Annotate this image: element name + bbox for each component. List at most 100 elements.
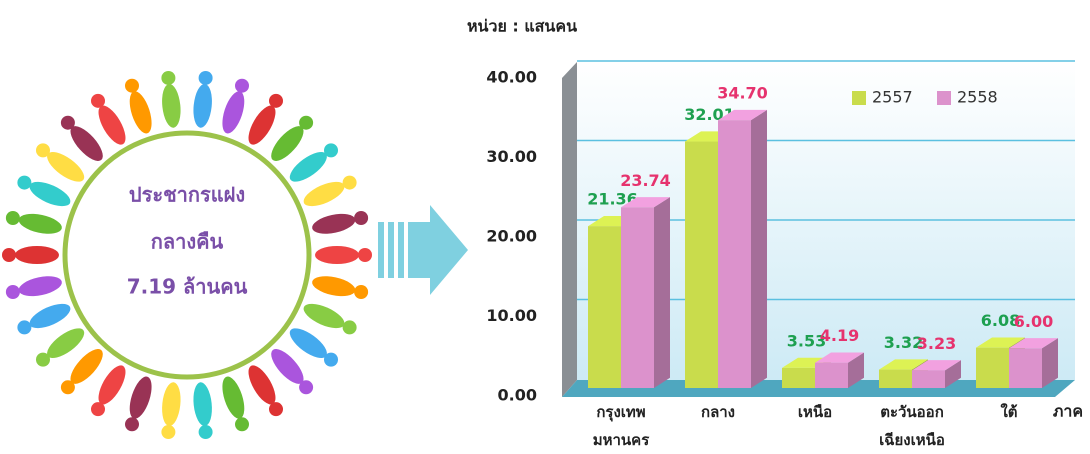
person-head bbox=[60, 380, 75, 395]
person-head bbox=[17, 175, 32, 190]
person bbox=[289, 328, 327, 359]
bar-top bbox=[815, 352, 864, 363]
person-head bbox=[299, 115, 314, 130]
people-ring bbox=[2, 70, 372, 440]
person-head bbox=[124, 78, 139, 93]
bar-top bbox=[1009, 338, 1058, 349]
bar bbox=[879, 369, 912, 388]
person bbox=[303, 303, 345, 329]
bar bbox=[588, 226, 621, 388]
bar-top bbox=[976, 337, 1025, 348]
person-head bbox=[324, 352, 339, 367]
person bbox=[222, 91, 245, 134]
person bbox=[70, 349, 103, 384]
x-tick-label: ตะวันออก เฉียงเหนือ bbox=[879, 403, 945, 449]
person bbox=[271, 349, 304, 384]
value-label: 4.19 bbox=[820, 326, 859, 345]
person bbox=[98, 105, 126, 145]
bar-side bbox=[751, 109, 767, 388]
person-head bbox=[161, 425, 176, 440]
x-tick-label: กลาง bbox=[700, 403, 736, 421]
value-label: 21.36 bbox=[587, 190, 638, 209]
value-label: 3.32 bbox=[884, 333, 923, 352]
value-label: 3.53 bbox=[787, 331, 826, 350]
legend-label: 2557 bbox=[872, 88, 913, 107]
ring-circle bbox=[62, 130, 312, 380]
value-label: 3.23 bbox=[917, 334, 956, 353]
person bbox=[29, 303, 71, 329]
summary-line: 7.19 ล้านคน bbox=[127, 275, 248, 299]
person-head bbox=[35, 143, 50, 158]
y-tick-label: 30.00 bbox=[486, 147, 537, 166]
y-tick-label: 20.00 bbox=[486, 227, 537, 246]
person bbox=[129, 91, 152, 134]
bar-side bbox=[1042, 338, 1058, 388]
value-label: 34.70 bbox=[717, 84, 768, 103]
person bbox=[248, 105, 276, 145]
person-head bbox=[161, 70, 176, 85]
bar bbox=[718, 120, 751, 388]
person bbox=[70, 126, 103, 161]
person bbox=[289, 151, 327, 182]
person-head bbox=[354, 210, 369, 225]
person bbox=[162, 382, 181, 427]
person bbox=[248, 365, 276, 405]
value-label: 23.74 bbox=[620, 171, 671, 190]
person bbox=[315, 246, 359, 264]
bar bbox=[621, 207, 654, 388]
person bbox=[312, 276, 356, 297]
person-head bbox=[124, 417, 139, 432]
person-head bbox=[5, 210, 20, 225]
person bbox=[18, 213, 62, 234]
person-head bbox=[342, 175, 357, 190]
person-head bbox=[324, 143, 339, 158]
summary-line: กลางคืน bbox=[151, 230, 224, 254]
bar-top bbox=[912, 360, 961, 371]
person-head bbox=[235, 417, 250, 432]
person bbox=[193, 382, 212, 427]
unit-label: หน่วย : แสนคน bbox=[467, 17, 577, 36]
person bbox=[129, 376, 152, 419]
person-head bbox=[269, 402, 283, 417]
person-head bbox=[269, 93, 283, 108]
side-wall bbox=[562, 62, 577, 397]
bar bbox=[782, 367, 815, 388]
y-tick-label: 0.00 bbox=[498, 386, 537, 405]
person-head bbox=[235, 78, 250, 93]
person-head bbox=[35, 352, 50, 367]
x-tick-label: กรุงเทพ มหานคร bbox=[592, 403, 650, 449]
y-tick-label: 40.00 bbox=[486, 68, 537, 87]
person-head bbox=[299, 380, 314, 395]
arrow bbox=[378, 205, 468, 295]
legend-swatch bbox=[937, 91, 951, 105]
bar-top bbox=[718, 109, 767, 121]
y-tick-label: 10.00 bbox=[486, 306, 537, 325]
person bbox=[193, 83, 212, 128]
x-tick-label: เหนือ bbox=[797, 403, 833, 421]
person-head bbox=[5, 285, 20, 300]
bar-top bbox=[621, 197, 670, 208]
person bbox=[47, 151, 85, 182]
bar bbox=[976, 347, 1009, 388]
x-tick-label: ใต้ bbox=[1000, 403, 1018, 421]
person bbox=[303, 181, 345, 207]
person-head bbox=[17, 320, 32, 335]
value-label: 6.08 bbox=[981, 311, 1020, 330]
person bbox=[271, 126, 304, 161]
person bbox=[312, 213, 356, 234]
person-head bbox=[2, 248, 16, 262]
bar-top bbox=[879, 359, 928, 370]
bar bbox=[1009, 348, 1042, 388]
summary-line: ประชากรแฝง bbox=[129, 183, 245, 207]
person-head bbox=[342, 320, 357, 335]
person bbox=[15, 246, 59, 264]
x-axis-label: ภาค bbox=[1053, 402, 1083, 421]
bar-side bbox=[654, 197, 670, 388]
bar bbox=[685, 141, 718, 388]
legend-swatch bbox=[852, 91, 866, 105]
person-head bbox=[91, 93, 105, 108]
person-head bbox=[60, 115, 75, 130]
person-head bbox=[198, 425, 213, 440]
bar bbox=[815, 362, 848, 388]
